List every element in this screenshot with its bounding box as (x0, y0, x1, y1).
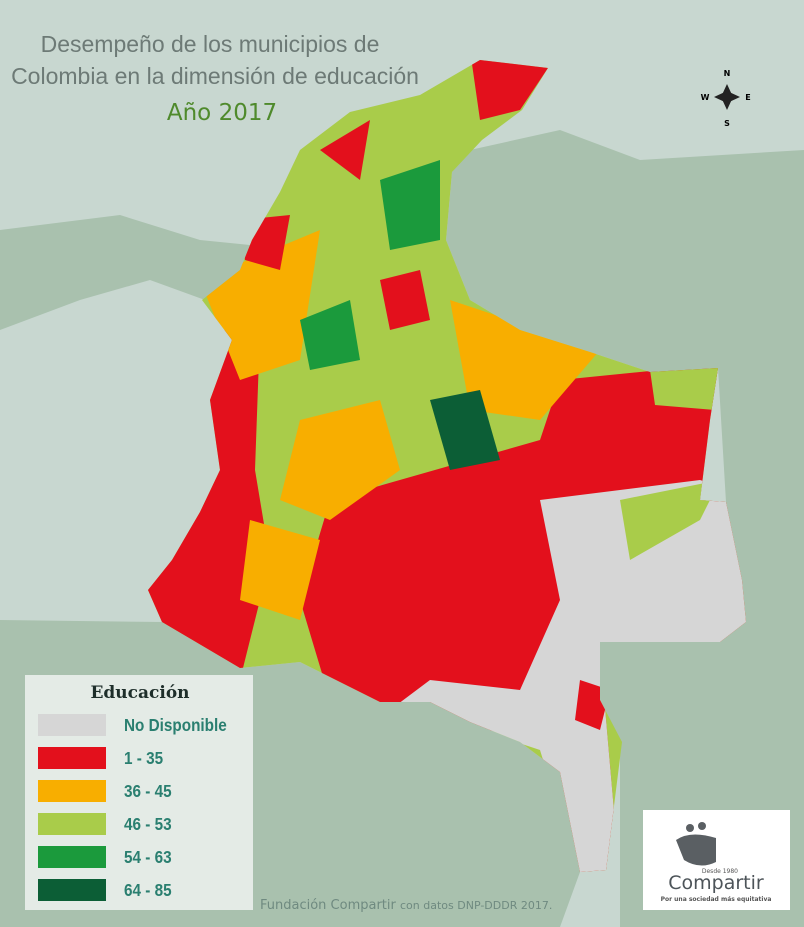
legend-swatch (38, 747, 106, 769)
year: Año 2017 (167, 100, 277, 126)
compass-label: S (724, 119, 730, 128)
region (470, 60, 560, 120)
legend-swatch (38, 846, 106, 868)
compass-label: W (701, 93, 710, 102)
legend-swatch (38, 879, 106, 901)
compass-label: N (724, 69, 731, 78)
source-org: Fundación Compartir (260, 898, 397, 913)
legend-title: Educación (90, 683, 189, 703)
legend-label: 36 - 45 (124, 781, 172, 801)
legend-label: 64 - 85 (124, 880, 172, 900)
source-text: con datos DNP-DDDR 2017. (400, 899, 552, 912)
region (450, 300, 600, 420)
region (380, 270, 430, 330)
compass-label: E (745, 93, 750, 102)
source: Fundación Compartir con datos DNP-DDDR 2… (260, 898, 552, 913)
title-line: Colombia en la dimensión de educación (11, 63, 419, 89)
region (280, 400, 400, 520)
region (380, 160, 440, 250)
region (240, 520, 320, 620)
legend-swatch (38, 813, 106, 835)
compass-needle (714, 91, 740, 103)
legend-swatch (38, 780, 106, 802)
logo-icon (676, 822, 716, 866)
region (320, 120, 370, 180)
region (430, 390, 500, 470)
logo-since: Desde 1980 (702, 868, 738, 875)
logo-name: Compartir (668, 872, 764, 894)
region (620, 480, 720, 560)
legend-label: 46 - 53 (124, 814, 172, 834)
legend-label: 1 - 35 (124, 748, 163, 768)
title-line: Desempeño de los municipios de (41, 31, 380, 57)
legend-label: No Disponible (124, 715, 227, 735)
legend-swatch (38, 714, 106, 736)
logo-box (643, 810, 790, 910)
compass-rose (714, 84, 740, 110)
neighbor-east (446, 130, 804, 927)
panama (0, 215, 250, 330)
region (650, 365, 720, 410)
logo-tagline: Por una sociedad más equitativa (661, 896, 772, 903)
region (390, 480, 746, 872)
region (300, 300, 360, 370)
legend-label: 54 - 63 (124, 847, 172, 867)
legend-items: No Disponible 1 - 35 36 - 45 46 - 53 54 - 63… (38, 714, 227, 901)
